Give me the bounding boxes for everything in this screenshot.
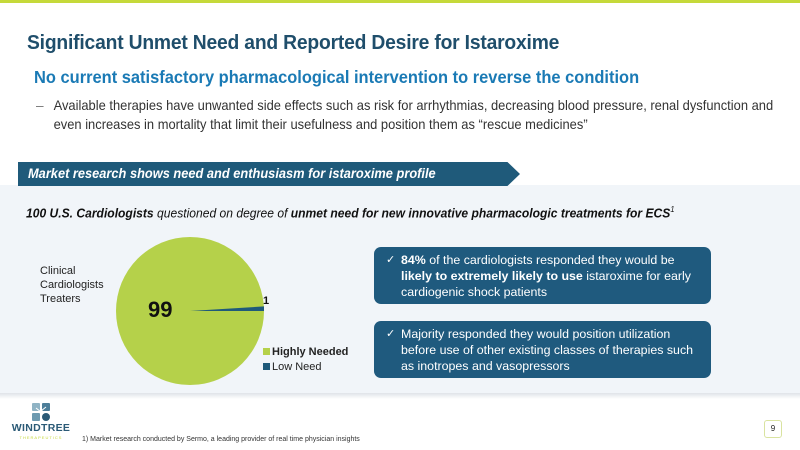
bullet-text: Available therapies have unwanted side e… [53,98,774,132]
callout-likely-to-use: ✓ 84% of the cardiologists responded the… [374,247,711,304]
top-accent-bar [0,0,800,3]
survey-description: 100 U.S. Cardiologists questioned on deg… [26,205,675,220]
legend-swatch-icon [263,363,270,370]
page-number: 9 [764,420,782,438]
legend-swatch-icon [263,348,270,355]
callout-positioning: ✓ Majority responded they would position… [374,321,711,378]
pie-label-line: Cardiologists [40,279,104,291]
survey-bold-need: unmet need for new innovative pharmacolo… [290,205,671,221]
pie-legend: Highly Needed Low Need [263,344,348,374]
legend-item-highly-needed: Highly Needed [263,344,348,359]
bullet-item: – Available therapies have unwanted side… [36,96,773,134]
callout-text: istaroxime for early cardiogenic shock p… [401,269,691,299]
pie-chart [116,237,264,385]
slide-subtitle: No current satisfactory pharmacological … [34,67,640,87]
callout-bold: 84% [401,253,426,267]
banner-text: Market research shows need and enthusias… [28,166,436,181]
panel-shadow [0,393,800,399]
pie-value-low-need: 1 [263,295,270,307]
callout-text: of the cardiologists responded they woul… [425,253,675,267]
pie-side-label: Clinical Cardiologists Treaters [40,264,104,306]
slide-title: Significant Unmet Need and Reported Desi… [27,31,560,54]
callout-bold: likely to extremely likely to use [401,269,583,283]
section-banner: Market research shows need and enthusias… [18,162,520,186]
footnote-ref: 1 [670,205,675,214]
logo-subtext: THERAPEUTICS [19,435,63,440]
footnote: 1) Market research conducted by Sermo, a… [82,436,360,443]
windtree-logo: WINDTREE THERAPEUTICS [10,403,70,443]
legend-item-low-need: Low Need [263,359,348,374]
callout-text: Majority responded they would position u… [401,327,694,373]
pie-label-line: Clinical [40,265,76,277]
pie-value-highly-needed: 99 [148,297,173,322]
survey-bold-count: 100 U.S. Cardiologists [26,205,154,221]
pie-label-line: Treaters [40,293,81,305]
checkmark-icon: ✓ [386,328,396,340]
checkmark-icon: ✓ [386,254,396,266]
tree-logo-icon [32,403,50,421]
logo-text: WINDTREE [11,422,71,434]
legend-label: Highly Needed [272,345,349,358]
dash-icon: – [36,98,44,113]
survey-mid: questioned on degree of [153,205,291,221]
legend-label: Low Need [272,360,322,373]
